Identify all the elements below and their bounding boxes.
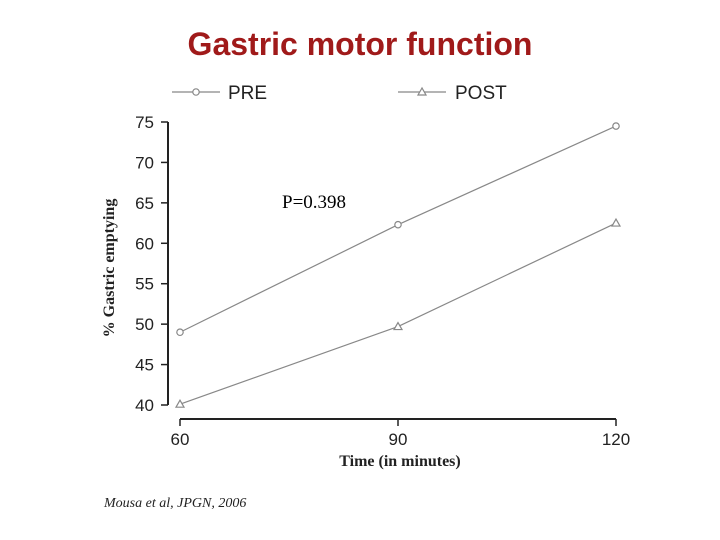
series-layer xyxy=(174,122,622,408)
x-tick-label: 60 xyxy=(171,430,190,449)
data-point-post xyxy=(392,321,404,331)
x-tick-label: 90 xyxy=(389,430,408,449)
legend-marker-post xyxy=(416,86,428,96)
y-tick-label: 75 xyxy=(135,113,154,132)
x-axis-title: Time (in minutes) xyxy=(339,453,460,470)
y-tick-label: 40 xyxy=(135,396,154,415)
legend-label-pre: PRE xyxy=(228,83,267,104)
y-tick-label: 55 xyxy=(135,275,154,294)
axes: 40 45 50 55 60 65 70 75 60 90 120 xyxy=(135,113,630,449)
y-tick-label: 50 xyxy=(135,315,154,334)
y-tick-label: 45 xyxy=(135,356,154,375)
data-point-pre xyxy=(612,122,620,130)
x-tick-label: 120 xyxy=(602,430,630,449)
y-tick-label: 65 xyxy=(135,194,154,213)
slide-title: Gastric motor function xyxy=(187,26,533,62)
y-tick-label: 60 xyxy=(135,234,154,253)
p-value-annotation: P=0.398 xyxy=(282,192,346,213)
data-point-pre xyxy=(394,220,402,229)
series-line-post xyxy=(179,222,617,405)
data-point-post xyxy=(610,217,622,227)
citation: Mousa et al, JPGN, 2006 xyxy=(104,496,247,511)
series-line-pre xyxy=(179,125,617,333)
y-tick-label: 70 xyxy=(135,153,154,172)
legend-marker-pre xyxy=(192,88,200,96)
legend-label-post: POST xyxy=(455,83,507,104)
data-point-post xyxy=(174,398,186,408)
legend: PRE POST xyxy=(172,83,507,104)
data-point-pre xyxy=(176,328,184,337)
y-axis-title: % Gastric emptying xyxy=(101,199,118,338)
